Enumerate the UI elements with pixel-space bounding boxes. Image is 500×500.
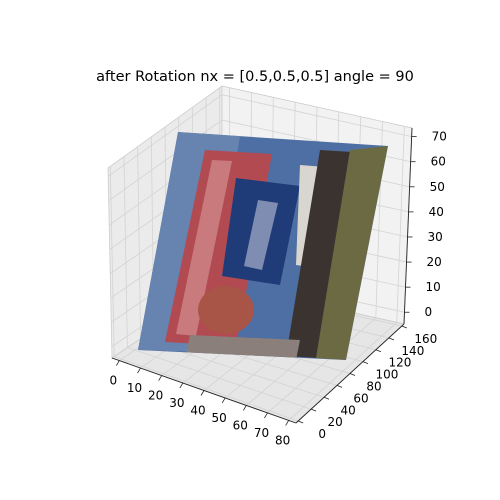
texture-dark-band xyxy=(286,150,352,358)
y-wall-grid-line xyxy=(123,156,128,348)
z-tick-label: 40 xyxy=(429,205,444,219)
z-tick-label: 20 xyxy=(427,255,442,269)
y-tick-mark xyxy=(388,337,395,341)
x-tick-label: 70 xyxy=(254,426,269,440)
y-tick-mark xyxy=(349,373,356,376)
y-tick-label: 120 xyxy=(388,356,411,370)
y-tick-mark xyxy=(362,361,369,364)
z-tick-label: 0 xyxy=(424,305,432,319)
x-tick-mark xyxy=(137,367,141,374)
x-tick-label: 40 xyxy=(190,404,205,418)
z-tick-label: 50 xyxy=(430,180,445,194)
x-axis-ticks: 0 10 20 30 40 50 60 70 80 xyxy=(110,360,290,447)
texture-round-sign xyxy=(198,286,254,334)
chart-title: after Rotation nx = [0.5,0.5,0.5] angle … xyxy=(96,69,414,85)
y-tick-mark xyxy=(298,420,304,424)
x-tick-mark xyxy=(264,412,268,419)
y-tick-label: 100 xyxy=(376,368,399,382)
y-tick-mark xyxy=(336,385,343,388)
x-tick-label: 80 xyxy=(275,433,290,447)
x-tick-label: 50 xyxy=(212,411,227,425)
x-tick-mark xyxy=(179,382,184,389)
x-tick-label: 20 xyxy=(148,389,163,403)
y-wall-grid-line xyxy=(137,146,141,339)
y-grid-line xyxy=(127,347,312,410)
z-axis-ticks: 0 10 20 30 40 50 60 70 xyxy=(404,130,447,319)
z-grid-line xyxy=(107,94,412,177)
y-tick-label: 20 xyxy=(327,415,342,429)
texture-sign-text xyxy=(244,200,278,270)
y-tick-mark xyxy=(401,325,407,329)
y-tick-mark xyxy=(310,408,317,412)
y-tick-label: 40 xyxy=(340,403,355,417)
texture-red-stripes xyxy=(176,160,232,336)
y-tick-label: 160 xyxy=(414,332,437,346)
x-tick-mark xyxy=(116,360,120,366)
y-tick-label: 60 xyxy=(353,391,368,405)
x-tick-mark xyxy=(242,405,247,411)
z-tick-label: 30 xyxy=(428,230,443,244)
x-tick-label: 30 xyxy=(169,396,184,410)
y-tick-label: 140 xyxy=(401,344,424,358)
texture-olive xyxy=(316,146,388,360)
x-tick-mark xyxy=(200,390,205,396)
x-wall-grid-line xyxy=(396,126,405,323)
y-tick-label: 0 xyxy=(318,427,326,441)
x-tick-mark xyxy=(158,375,163,381)
y-grid-line xyxy=(114,356,299,422)
y-wall-grid-line xyxy=(109,166,115,357)
y-tick-mark xyxy=(323,396,330,400)
x-tick-label: 0 xyxy=(110,374,118,388)
y-tick-label: 80 xyxy=(366,380,381,394)
z-tick-label: 60 xyxy=(431,155,446,169)
z-tick-label: 10 xyxy=(426,280,441,294)
x-tick-label: 10 xyxy=(127,381,142,395)
z-tick-label: 70 xyxy=(432,130,447,144)
rotated-image-surface xyxy=(138,132,388,360)
z-axis-line xyxy=(403,127,413,325)
x-tick-mark xyxy=(285,420,289,426)
y-tick-mark xyxy=(375,349,382,353)
x-tick-label: 60 xyxy=(233,418,248,432)
x-tick-mark xyxy=(221,397,226,404)
